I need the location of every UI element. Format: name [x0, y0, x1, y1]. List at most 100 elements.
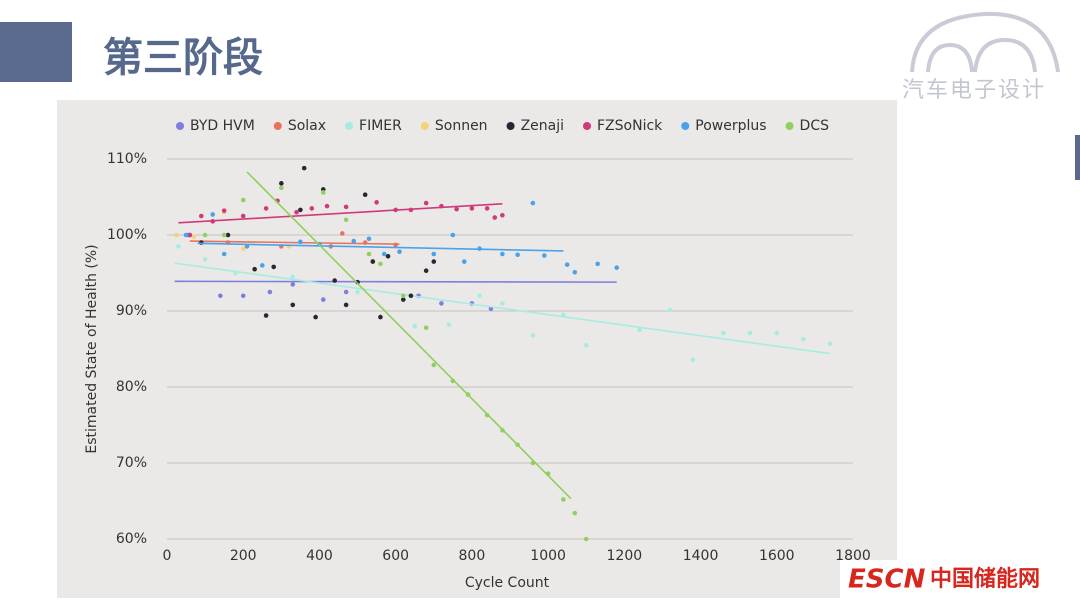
legend-marker	[420, 122, 429, 130]
point	[221, 251, 227, 257]
trend-line	[197, 242, 564, 252]
point	[721, 330, 726, 336]
point	[561, 497, 566, 502]
legend-marker	[583, 122, 591, 130]
point	[324, 203, 330, 209]
point	[176, 244, 181, 249]
point	[221, 232, 227, 238]
legend-marker	[681, 122, 690, 130]
point	[500, 251, 505, 257]
legend-marker	[785, 122, 794, 130]
plot: 60% 70% 80% 90% 100% 110% 0 200 400 600 800 1000 120…	[84, 118, 871, 591]
point	[343, 289, 349, 295]
y-tick-label: 70%	[116, 455, 147, 471]
point	[400, 297, 406, 302]
point	[313, 314, 318, 320]
point	[477, 246, 482, 251]
x-tick-label: 1000	[530, 548, 566, 564]
point	[572, 510, 578, 516]
point	[378, 261, 383, 267]
point	[637, 327, 642, 333]
point	[484, 206, 490, 211]
point	[343, 204, 349, 210]
point	[583, 536, 589, 542]
point	[774, 330, 780, 336]
point	[690, 357, 696, 362]
point	[469, 206, 475, 211]
point	[351, 238, 357, 244]
point	[183, 232, 189, 238]
point	[343, 217, 349, 223]
x-tick-label: 800	[459, 548, 486, 564]
trend-line	[178, 203, 503, 224]
legend-label: Sonnen	[435, 118, 488, 134]
point	[500, 428, 505, 433]
point	[801, 336, 806, 342]
point	[545, 471, 551, 476]
point	[210, 219, 216, 224]
point	[595, 261, 600, 267]
point	[259, 263, 265, 268]
legend-marker	[176, 122, 184, 130]
point	[320, 297, 326, 302]
x-tick-label: 1400	[683, 548, 719, 564]
point	[340, 231, 345, 236]
point	[572, 269, 578, 275]
point	[355, 289, 360, 295]
header-block	[0, 22, 72, 82]
point	[423, 268, 429, 274]
point	[461, 259, 467, 264]
point	[381, 251, 387, 257]
point	[393, 207, 398, 213]
x-axis-label: Cycle Count	[465, 575, 550, 591]
x-tick-label: 1600	[759, 548, 795, 564]
point	[252, 266, 257, 272]
point	[202, 257, 208, 262]
trend-line	[174, 280, 617, 283]
point	[431, 259, 437, 264]
logo-text: 汽车电子设计	[902, 78, 1046, 103]
point	[370, 259, 376, 264]
point	[515, 252, 520, 258]
point	[439, 203, 444, 209]
point	[423, 325, 429, 331]
point	[199, 213, 204, 219]
watermark-name: 中国储能网	[930, 566, 1040, 592]
legend-label: FIMER	[359, 118, 402, 134]
point	[210, 212, 216, 217]
point	[279, 181, 284, 186]
y-tick-label: 110%	[107, 151, 147, 167]
point	[484, 412, 490, 418]
point	[412, 323, 418, 329]
point	[187, 232, 193, 238]
point	[320, 190, 326, 195]
point	[614, 265, 620, 270]
point	[374, 200, 379, 205]
point	[530, 200, 536, 206]
y-tick-label: 100%	[107, 227, 147, 243]
point	[500, 212, 505, 218]
point	[202, 232, 208, 238]
point	[492, 215, 498, 220]
point	[454, 206, 459, 212]
point	[309, 206, 315, 211]
point	[343, 302, 349, 308]
point	[290, 274, 296, 280]
point	[267, 289, 273, 295]
legend-label: BYD HVM	[190, 118, 255, 134]
side-tab	[1075, 135, 1080, 180]
point	[431, 251, 437, 257]
point	[218, 293, 223, 299]
point	[233, 270, 238, 276]
trend-line	[174, 262, 831, 355]
point	[225, 232, 231, 238]
legend-label: Zenaji	[521, 118, 564, 134]
point	[366, 251, 372, 257]
legend-label: FZSoNick	[597, 118, 663, 134]
x-tick-label: 0	[163, 548, 172, 564]
point	[362, 240, 368, 245]
point	[240, 246, 246, 251]
point	[191, 234, 196, 239]
point	[500, 301, 505, 306]
